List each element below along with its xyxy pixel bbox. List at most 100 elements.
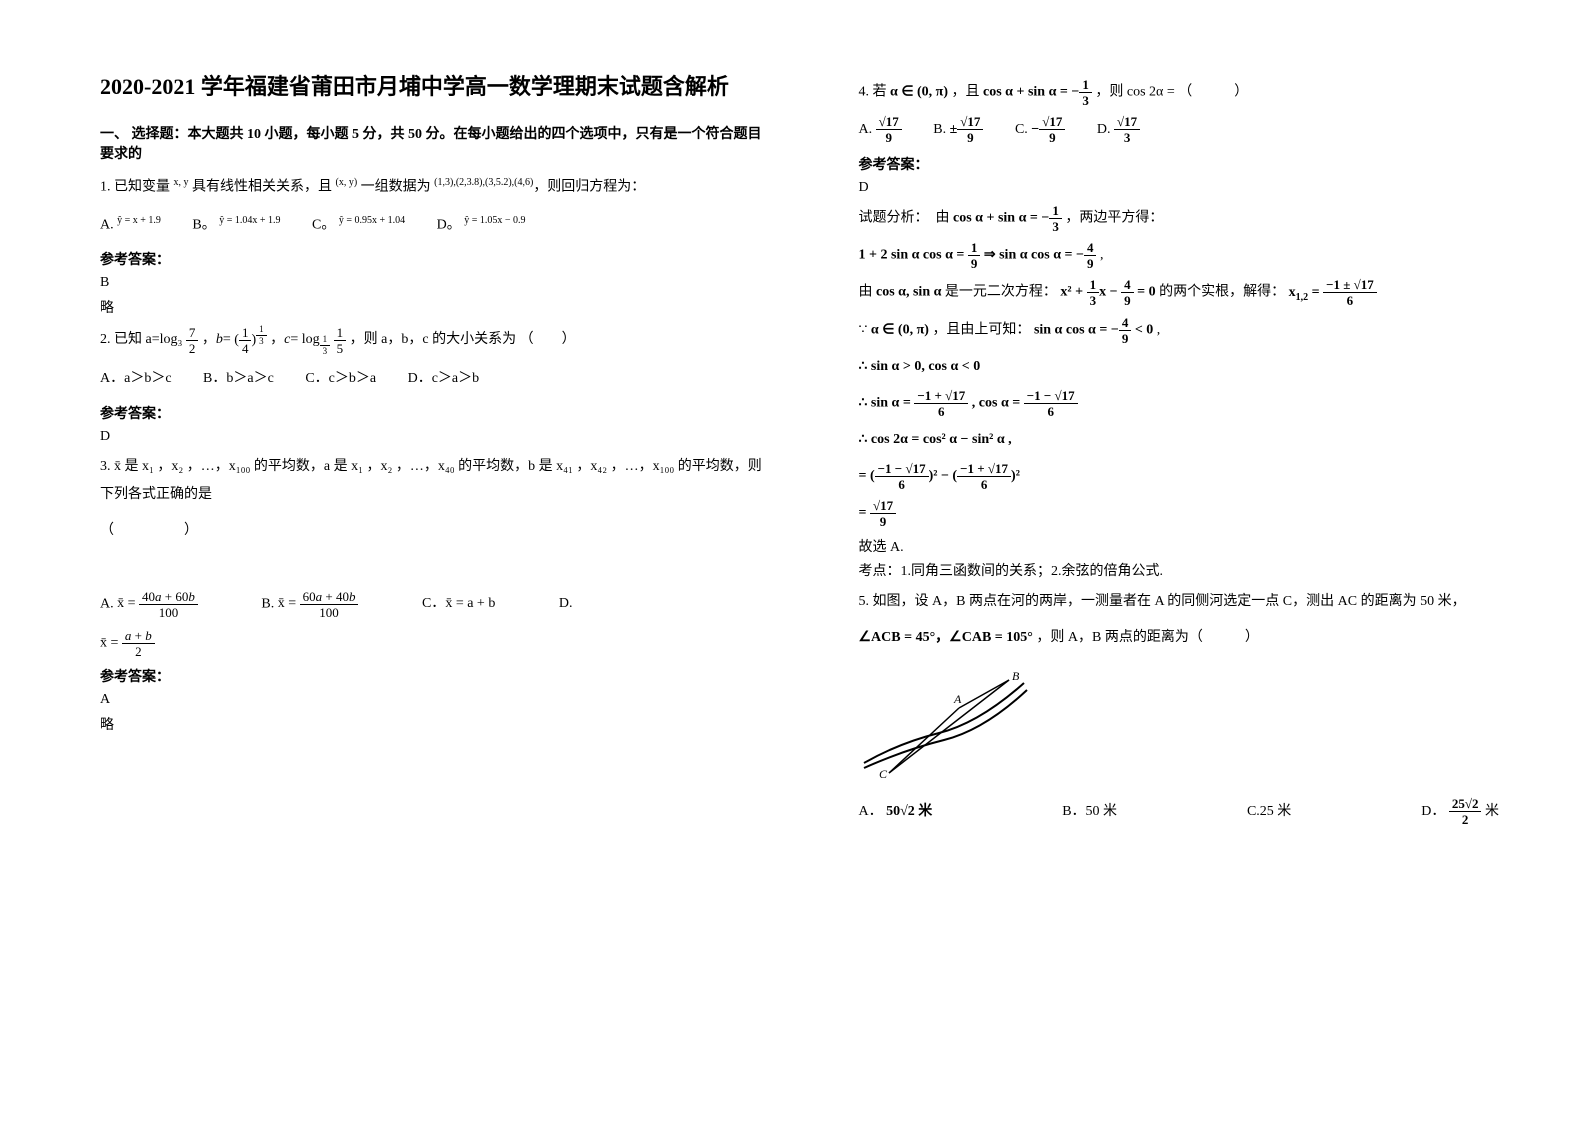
q3-lue: 略 <box>100 714 769 734</box>
q1-answer-label: 参考答案： <box>100 249 769 269</box>
q4-line2-mid: 是一元二次方程： <box>945 285 1057 300</box>
q2-options: A．a＞b＞c B．b＞a＞c C．c＞b＞a D．c＞a＞b <box>100 364 769 395</box>
q4-frac-1-3: 13 <box>1079 78 1092 107</box>
q3-paren: （ ） <box>100 517 769 545</box>
q4-stem-end: ，则 cos 2α = （ ） <box>1095 85 1248 100</box>
q5-stem2: ，则 A，B 两点的距离为（ ） <box>1036 630 1258 645</box>
q4-a2-frac2: 49 <box>1084 241 1097 270</box>
svg-text:A: A <box>953 692 962 706</box>
q3-opt-d-expr: x̄ = a + b2 <box>100 629 769 658</box>
opt-label-a: A. <box>100 217 114 232</box>
q4-analysis-7: ∴ cos 2α = cos² α − sin² α , <box>859 426 1528 454</box>
q5-opt-a: 50√2 米 <box>886 804 932 819</box>
q4-a8-frac1: −1 − √176 <box>875 462 929 491</box>
q3-opt-c: x̄ = a + b <box>445 596 495 611</box>
q1-data: (1,3),(2,3.8),(3,5.2),(4,6) <box>434 177 533 188</box>
frac-1-5: 15 <box>334 326 347 355</box>
q4-answer-label: 参考答案： <box>859 154 1528 174</box>
q4-a6-frac2: −1 − √176 <box>1024 389 1078 418</box>
right-column: 4. 若 α ∈ (0, π) ，且 cos α + sin α = −13 ，… <box>859 70 1528 834</box>
q4-a8-frac2: −1 + √176 <box>957 462 1011 491</box>
section-header: 一、 选择题：本大题共 10 小题，每小题 5 分，共 50 分。在每小题给出的… <box>100 123 769 163</box>
q4-analysis-5: ∴ sin α > 0, cos α < 0 <box>859 353 1528 381</box>
q4-anal-end: ，两边平方得： <box>1065 211 1163 226</box>
q1-pair: (x, y) <box>336 177 358 188</box>
question-4: 4. 若 α ∈ (0, π) ，且 cos α + sin α = −13 ，… <box>859 78 1528 107</box>
q4-analysis-2: 1 + 2 sin α cos α = 19 ⇒ sin α cos α = −… <box>859 241 1528 270</box>
q4-stem-mid: ，且 <box>952 85 984 100</box>
q5-angles: ∠ACB = 45°，∠CAB = 105° ，则 A，B 两点的距离为（ ） <box>859 624 1528 652</box>
q4-line2-pre: 由 <box>859 285 877 300</box>
frac-1-3a: 13 <box>256 325 267 346</box>
q4-line4-text: ∴ sin α > 0, cos α < 0 <box>859 359 981 374</box>
q4-a9-frac: √179 <box>870 499 896 528</box>
question-3: 3. x̄ 是 x₁ ，x₂ ，…，x₁₀₀ 的平均数，a 是 x₁ ，x₂ ，… <box>100 453 769 509</box>
q3-answer-label: 参考答案： <box>100 666 769 686</box>
q5-figure: A B C <box>859 668 1029 778</box>
opt-label-b3: B. <box>261 597 274 612</box>
q4-analysis-8: = (−1 − √176)² − (−1 + √176)² <box>859 462 1528 491</box>
opt-label-c4: C. <box>1015 122 1028 137</box>
q2-stem2: ，则 a，b，c 的大小关系为 （ ） <box>350 333 576 348</box>
q1-options: A. ŷ = x + 1.9 B。 ŷ = 1.04x + 1.9 C。 ŷ =… <box>100 210 769 242</box>
q4-anal-pre: 试题分析： 由 <box>859 211 954 226</box>
page-title: 2020-2021 学年福建省莆田市月埔中学高一数学理期末试题含解析 <box>100 70 769 103</box>
svg-text:B: B <box>1012 669 1020 683</box>
q4-opt-a-frac: √179 <box>876 115 902 144</box>
q2-answer: D <box>100 429 769 445</box>
q3-frac-d: a + b2 <box>122 629 155 658</box>
q4-a6-frac1: −1 + √176 <box>914 389 968 418</box>
q4-stem-pre: 4. 若 <box>859 85 891 100</box>
q5-ang-text: ∠ACB = 45°，∠CAB = 105° <box>859 630 1033 645</box>
q4-analysis-6: ∴ sin α = −1 + √176 , cos α = −1 − √176 <box>859 389 1528 418</box>
q4-analysis-3: 由 cos α, sin α 是一元二次方程： x² + 13x − 49 = … <box>859 278 1528 308</box>
q2-answer-label: 参考答案： <box>100 403 769 423</box>
q4-alpha-in: α ∈ (0, π) <box>890 85 948 100</box>
q2-opt-d: D．c＞a＞b <box>408 364 480 395</box>
q1-stem-pre: 1. 已知变量 <box>100 180 174 195</box>
opt-label-c: C。 <box>312 217 335 232</box>
q4-opt-b-frac: √179 <box>957 115 983 144</box>
q3-answer: A <box>100 692 769 708</box>
q5-opt-d-tail: 米 <box>1485 804 1499 819</box>
opt-label-b4: B. <box>933 122 946 137</box>
q2-opt-b: B．b＞a＞c <box>203 364 274 395</box>
q4-analysis-9: = √179 <box>859 499 1528 528</box>
q1-stem-mid2: 一组数据为 <box>357 180 434 195</box>
q4-analysis-1: 试题分析： 由 cos α + sin α = −13 ，两边平方得： <box>859 204 1528 233</box>
q4-a4-frac: 49 <box>1119 316 1132 345</box>
q4-analysis-4: ∵ α ∈ (0, π) ，且由上可知： sin α cos α = −49 <… <box>859 316 1528 345</box>
q5-opt-c: C.25 米 <box>1247 797 1291 828</box>
q1-stem-end: ，则回归方程为： <box>533 180 645 195</box>
opt-label-b: B。 <box>192 217 215 232</box>
opt-label-d4: D. <box>1097 122 1111 137</box>
q1-opt-d: ŷ = 1.05x − 0.9 <box>464 215 525 226</box>
q3-stem: 3. x̄ 是 x₁ ，x₂ ，…，x₁₀₀ 的平均数，a 是 x₁ ，x₂ ，… <box>100 459 762 502</box>
q2-opt-c: C．c＞b＞a <box>305 364 376 395</box>
q4-answer: D <box>859 180 1528 196</box>
opt-label-d5: D． <box>1421 804 1445 819</box>
q1-vars: x, y <box>174 177 189 188</box>
question-1: 1. 已知变量 x, y 具有线性相关关系，且 (x, y) 一组数据为 (1,… <box>100 173 769 202</box>
q3-frac-b: 60a + 40b100 <box>300 590 359 619</box>
q4-line3-pre: ∵ <box>859 323 871 338</box>
opt-label-d: D。 <box>437 217 461 232</box>
q5-opt-b: B．50 米 <box>1062 797 1117 828</box>
q4-line2-end: 的两个实根，解得： <box>1159 285 1285 300</box>
opt-label-a4: A. <box>859 122 873 137</box>
q1-opt-a: ŷ = x + 1.9 <box>117 215 161 226</box>
q1-opt-b: ŷ = 1.04x + 1.9 <box>219 215 280 226</box>
opt-label-a3: A. <box>100 597 114 612</box>
q4-opt-d-frac: √173 <box>1114 115 1140 144</box>
q4-opt-c-frac: √179 <box>1039 115 1065 144</box>
q4-a2-frac1: 19 <box>968 241 981 270</box>
q1-lue: 略 <box>100 297 769 317</box>
q4-kd: 考点：1.同角三函数间的关系；2.余弦的倍角公式. <box>859 560 1528 580</box>
q1-stem-mid: 具有线性相关关系，且 <box>189 180 336 195</box>
q5-opt-d-frac: 25√22 <box>1449 797 1482 826</box>
q3-frac-a: 40a + 60b100 <box>139 590 198 619</box>
q4-options: A. √179 B. ±√179 C. −√179 D. √173 <box>859 115 1528 146</box>
question-2: 2. 已知 a=log₃ 72 ，b= (14)13 ，c= log13 15 … <box>100 325 769 355</box>
q4-a3-frac1: 13 <box>1087 278 1100 307</box>
opt-label-a5: A． <box>859 804 883 819</box>
